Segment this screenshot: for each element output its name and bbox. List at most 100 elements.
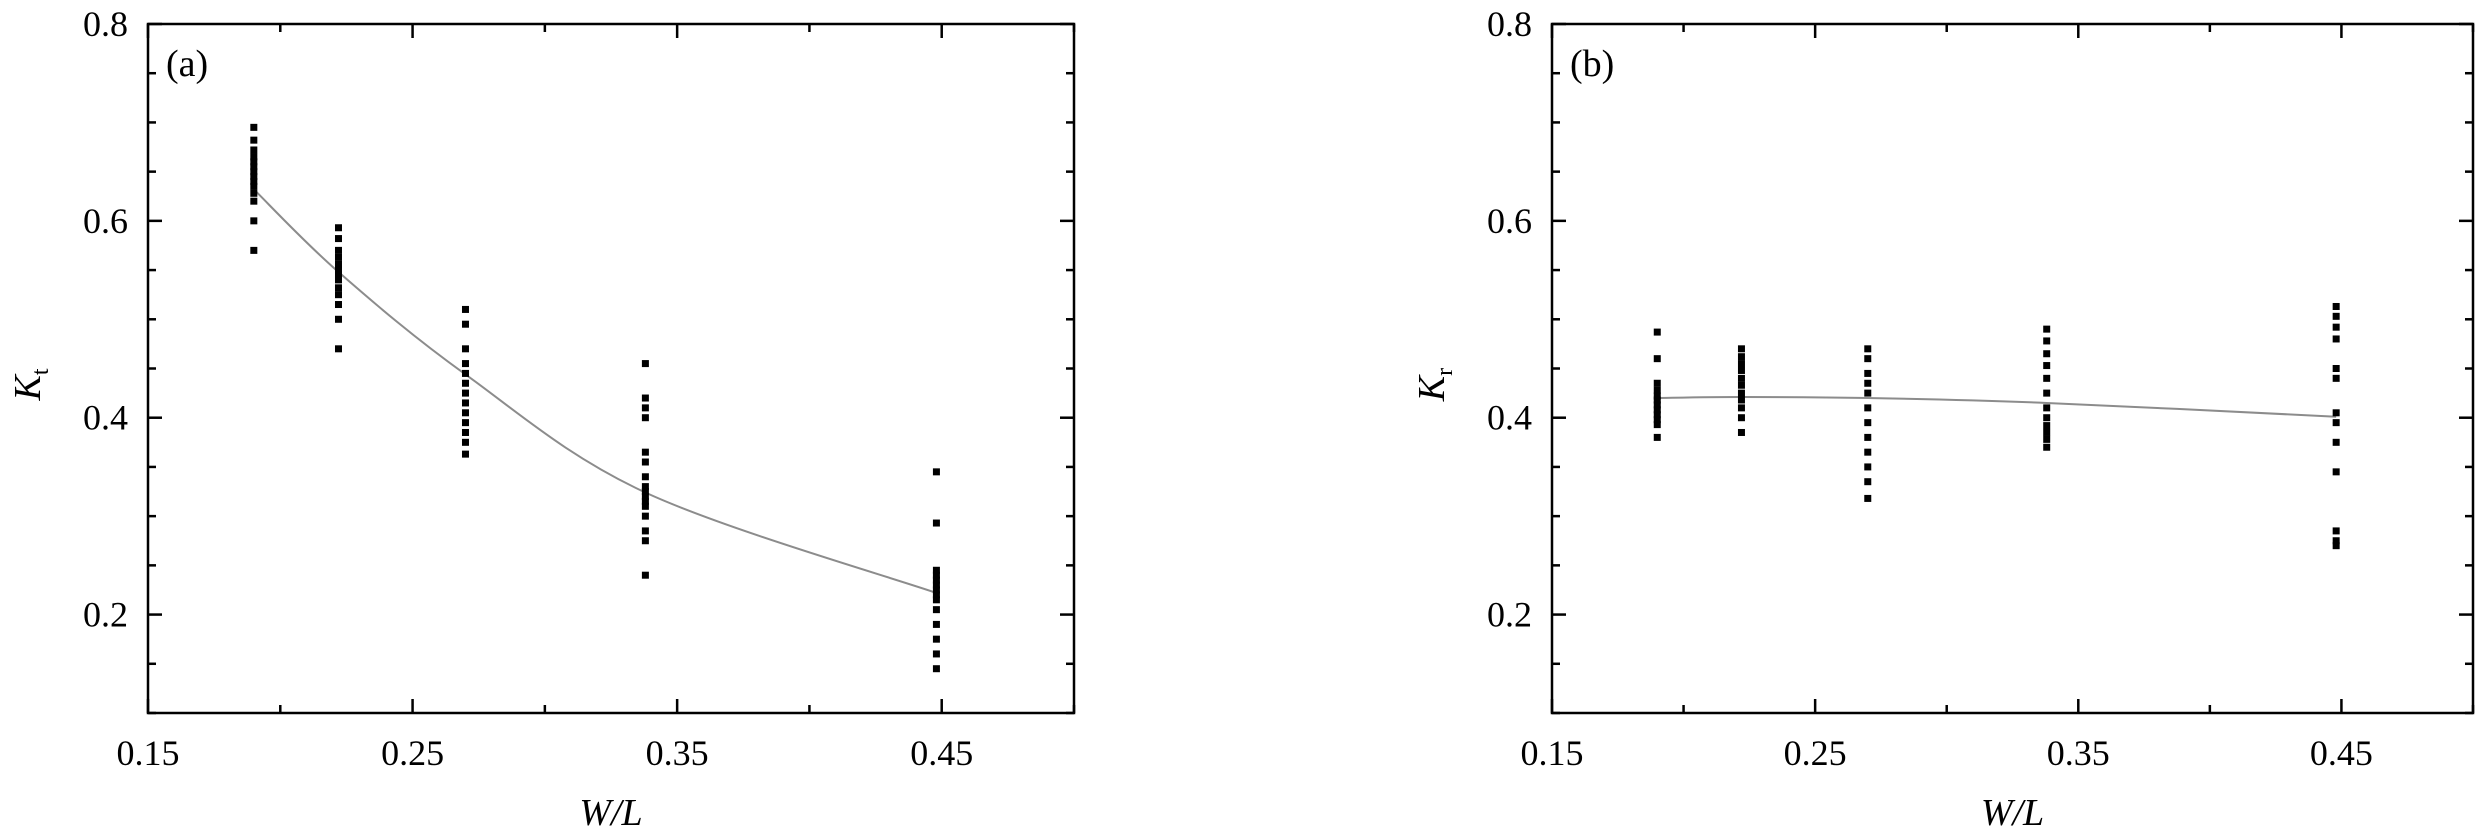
data-point (1864, 369, 1872, 377)
y-axis-title-sub: r (1432, 368, 1458, 376)
data-point (641, 404, 649, 412)
data-point (2332, 323, 2340, 331)
data-point (641, 473, 649, 481)
data-point (641, 360, 649, 368)
data-point (2332, 542, 2340, 550)
x-tick-label: 0.15 (117, 733, 180, 773)
data-point (334, 271, 342, 279)
data-point (334, 224, 342, 232)
axis-ticks (1550, 22, 2475, 715)
data-point (250, 136, 258, 144)
data-point (2043, 414, 2051, 422)
data-point (1737, 396, 1745, 404)
data-point (250, 177, 258, 185)
data-point (641, 571, 649, 579)
data-point (1737, 345, 1745, 353)
data-point (932, 586, 940, 594)
y-tick-label: 0.4 (83, 398, 128, 438)
y-tick-label: 0.2 (83, 595, 128, 635)
panel-label: (b) (1570, 43, 1614, 85)
data-point (2043, 325, 2051, 333)
data-point (461, 360, 469, 368)
x-axis-title: W/L (1981, 792, 2044, 834)
data-point (2332, 374, 2340, 382)
data-point (932, 620, 940, 628)
data-point (334, 291, 342, 299)
data-point (1737, 374, 1745, 382)
data-point (250, 217, 258, 225)
data-point (1737, 366, 1745, 374)
data-point (461, 428, 469, 436)
data-point (1737, 360, 1745, 368)
data-point (932, 665, 940, 673)
panel-b: 0.15 0.25 0.35 0.45 0.2 0.4 0.6 0.8 (b) W/L Kr (1411, 4, 2475, 834)
data-point (461, 320, 469, 328)
data-point (1653, 401, 1661, 409)
data-point (641, 502, 649, 510)
axis-tick-labels: 0.15 0.25 0.35 0.45 0.2 0.4 0.6 0.8 (1487, 4, 2373, 773)
data-point (1653, 416, 1661, 424)
data-point (2332, 527, 2340, 535)
data-point (2332, 335, 2340, 343)
axis-tick-labels: 0.15 0.25 0.35 0.45 0.2 0.4 0.6 0.8 (83, 4, 973, 773)
data-point (334, 276, 342, 284)
data-point (461, 305, 469, 313)
data-point (1864, 463, 1872, 471)
data-point (334, 235, 342, 243)
x-tick-label: 0.45 (910, 733, 973, 773)
y-tick-label: 0.6 (83, 201, 128, 241)
data-point (2043, 337, 2051, 345)
data-point (1864, 379, 1872, 387)
data-point (641, 483, 649, 491)
y-axis-title: Kr (1411, 368, 1458, 402)
data-point (1737, 389, 1745, 397)
data-point (1653, 392, 1661, 400)
data-point (250, 246, 258, 254)
data-point (932, 596, 940, 604)
data-point (932, 606, 940, 614)
data-point (334, 345, 342, 353)
data-points (1653, 302, 2340, 550)
y-tick-label: 0.6 (1487, 201, 1532, 241)
y-tick-label: 0.8 (83, 4, 128, 44)
data-point (641, 497, 649, 505)
data-points (250, 123, 940, 673)
data-point (1737, 404, 1745, 412)
y-tick-label: 0.8 (1487, 4, 1532, 44)
data-point (2043, 428, 2051, 436)
data-point (2043, 350, 2051, 358)
y-tick-label: 0.2 (1487, 595, 1532, 635)
data-point (250, 168, 258, 176)
data-point (461, 450, 469, 458)
data-point (461, 419, 469, 427)
data-point (2043, 362, 2051, 370)
data-point (334, 315, 342, 323)
data-point (641, 492, 649, 500)
x-tick-label: 0.45 (2310, 733, 2373, 773)
data-point (1737, 428, 1745, 436)
data-point (2332, 468, 2340, 476)
y-axis-title: Kt (7, 368, 54, 401)
data-point (932, 576, 940, 584)
data-point (641, 458, 649, 466)
data-point (461, 399, 469, 407)
data-point (2332, 438, 2340, 446)
data-point (1864, 448, 1872, 456)
data-point (1653, 411, 1661, 419)
y-tick-label: 0.4 (1487, 398, 1532, 438)
data-point (932, 571, 940, 579)
data-point (2043, 443, 2051, 451)
data-point (250, 146, 258, 154)
data-point (250, 182, 258, 190)
data-point (1864, 404, 1872, 412)
data-point (1864, 345, 1872, 353)
data-point (1864, 478, 1872, 486)
data-point (932, 468, 940, 476)
data-point (461, 345, 469, 353)
data-point (1653, 328, 1661, 336)
y-axis-title-sub: t (28, 368, 54, 375)
data-point (1737, 414, 1745, 422)
data-point (2332, 409, 2340, 417)
data-point (461, 369, 469, 377)
